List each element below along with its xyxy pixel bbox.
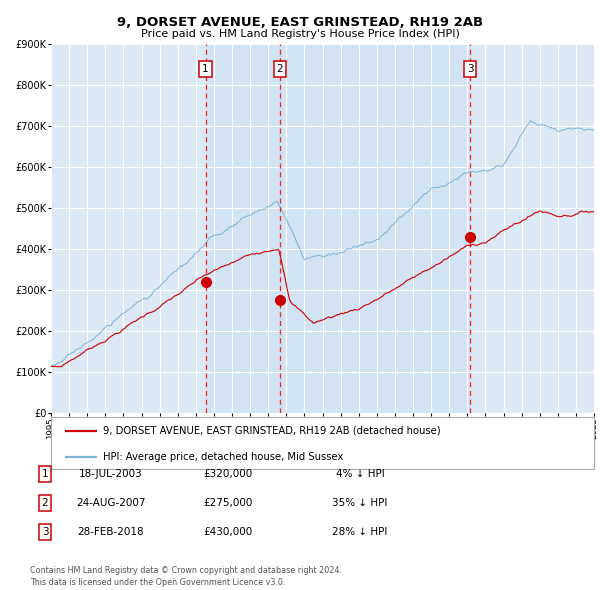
Text: 35% ↓ HPI: 35% ↓ HPI — [332, 498, 388, 507]
Text: Contains HM Land Registry data © Crown copyright and database right 2024.
This d: Contains HM Land Registry data © Crown c… — [30, 566, 342, 587]
Text: 4% ↓ HPI: 4% ↓ HPI — [335, 469, 385, 478]
Text: 1: 1 — [41, 469, 49, 478]
Text: 2: 2 — [41, 498, 49, 507]
Bar — [280, 44, 470, 413]
Text: £430,000: £430,000 — [203, 527, 253, 536]
Text: 9, DORSET AVENUE, EAST GRINSTEAD, RH19 2AB (detached house): 9, DORSET AVENUE, EAST GRINSTEAD, RH19 2… — [103, 425, 440, 435]
Text: £275,000: £275,000 — [203, 498, 253, 507]
Text: 28-FEB-2018: 28-FEB-2018 — [77, 527, 145, 536]
Text: 2: 2 — [277, 64, 283, 74]
Text: 28% ↓ HPI: 28% ↓ HPI — [332, 527, 388, 536]
Text: Price paid vs. HM Land Registry's House Price Index (HPI): Price paid vs. HM Land Registry's House … — [140, 30, 460, 39]
Text: 24-AUG-2007: 24-AUG-2007 — [76, 498, 146, 507]
Bar — [206, 44, 280, 413]
Text: 3: 3 — [467, 64, 473, 74]
Text: HPI: Average price, detached house, Mid Sussex: HPI: Average price, detached house, Mid … — [103, 451, 343, 461]
Text: 18-JUL-2003: 18-JUL-2003 — [79, 469, 143, 478]
Text: £320,000: £320,000 — [203, 469, 253, 478]
Text: 1: 1 — [202, 64, 209, 74]
Text: 9, DORSET AVENUE, EAST GRINSTEAD, RH19 2AB: 9, DORSET AVENUE, EAST GRINSTEAD, RH19 2… — [117, 16, 483, 29]
Text: 3: 3 — [41, 527, 49, 536]
